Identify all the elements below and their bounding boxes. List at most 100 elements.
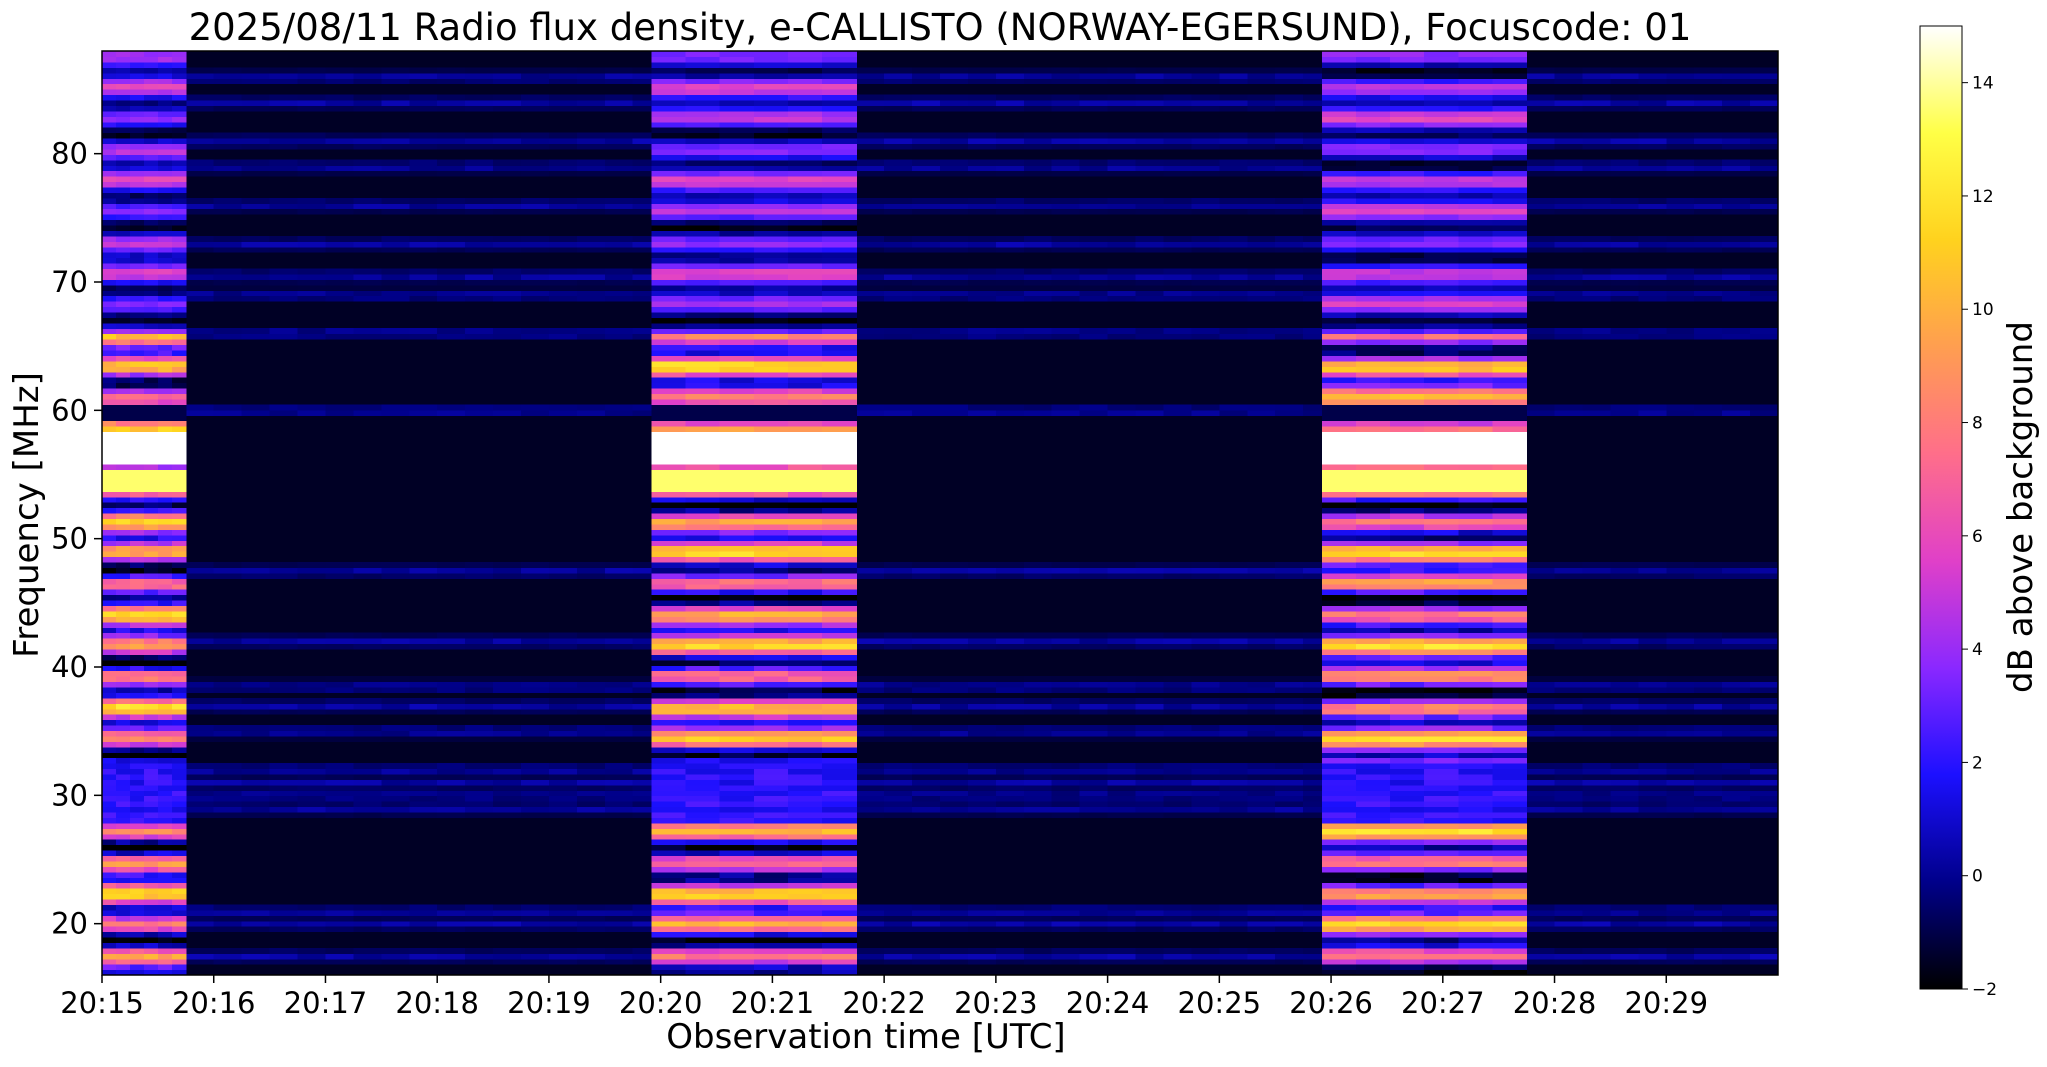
heatmap-cell — [143, 355, 159, 362]
heatmap-cell — [576, 730, 606, 737]
heatmap-cell — [1303, 806, 1332, 813]
heatmap-cell — [967, 643, 997, 650]
heatmap-cell — [787, 349, 823, 356]
heatmap-cell — [1750, 926, 1779, 933]
heatmap-cell — [1135, 409, 1165, 416]
heatmap-cell — [1321, 920, 1357, 927]
heatmap-cell — [856, 328, 885, 335]
heatmap-cell — [884, 958, 913, 965]
heatmap-cell — [651, 898, 687, 905]
heatmap-cell — [115, 290, 131, 297]
heatmap-cell — [940, 268, 969, 275]
heatmap-cell — [912, 708, 941, 715]
heatmap-cell — [1275, 137, 1304, 144]
heatmap-cell — [129, 735, 145, 742]
heatmap-cell — [1355, 230, 1391, 237]
heatmap-cell — [787, 219, 823, 226]
heatmap-cell — [685, 882, 721, 889]
heatmap-cell — [651, 692, 687, 699]
heatmap-cell — [1023, 904, 1053, 911]
heatmap-cell — [157, 768, 173, 775]
heatmap-cell — [884, 279, 913, 286]
heatmap-cell — [1275, 203, 1304, 210]
heatmap-cell — [1135, 681, 1165, 688]
heatmap-cell — [576, 78, 606, 85]
heatmap-cell — [967, 268, 997, 275]
heatmap-cell — [1722, 947, 1751, 954]
heatmap-cell — [102, 936, 117, 943]
heatmap-cell — [685, 393, 721, 400]
heatmap-cell — [1666, 235, 1695, 242]
heatmap-cell — [856, 78, 885, 85]
heatmap-cell — [548, 290, 578, 297]
heatmap-cell — [157, 790, 173, 797]
heatmap-cell — [1554, 632, 1584, 639]
heatmap-cell — [787, 507, 823, 514]
heatmap-cell — [822, 447, 857, 454]
heatmap-cell — [787, 333, 823, 340]
heatmap-cell — [1321, 474, 1357, 481]
heatmap-cell — [437, 404, 466, 411]
heatmap-cell — [1554, 795, 1584, 802]
heatmap-cell — [1051, 279, 1081, 286]
heatmap-cell — [157, 301, 173, 308]
heatmap-cell — [1191, 926, 1220, 933]
heatmap-cell — [409, 67, 438, 74]
heatmap-cell — [1303, 561, 1332, 568]
heatmap-cell — [129, 208, 145, 215]
heatmap-cell — [1051, 203, 1081, 210]
heatmap-cell — [353, 806, 382, 813]
heatmap-cell — [940, 246, 969, 253]
heatmap-cell — [1321, 523, 1357, 530]
heatmap-cell — [171, 518, 187, 525]
heatmap-cell — [548, 708, 578, 715]
heatmap-cell — [884, 235, 913, 242]
heatmap-cell — [1275, 67, 1304, 74]
heatmap-cell — [143, 610, 159, 617]
heatmap-cell — [548, 572, 578, 579]
heatmap-cell — [1554, 697, 1584, 704]
heatmap-cell — [1135, 784, 1165, 791]
heatmap-cell — [1247, 724, 1276, 732]
heatmap-cell — [1107, 958, 1137, 965]
heatmap-cell — [143, 409, 159, 416]
heatmap-cell — [884, 681, 913, 688]
heatmap-cell — [753, 105, 789, 112]
heatmap-cell — [269, 632, 299, 639]
heatmap-cell — [1582, 94, 1611, 101]
heatmap-cell — [1321, 551, 1357, 558]
heatmap-cell — [912, 409, 941, 416]
heatmap-cell — [1526, 763, 1556, 770]
heatmap-cell — [719, 387, 755, 395]
heatmap-cell — [143, 561, 159, 568]
heatmap-cell — [685, 724, 721, 732]
heatmap-cell — [129, 659, 145, 666]
heatmap-cell — [1247, 790, 1276, 797]
heatmap-cell — [753, 735, 789, 742]
heatmap-cell — [143, 502, 159, 509]
heatmap-cell — [115, 464, 131, 471]
heatmap-cell — [822, 273, 857, 280]
heatmap-cell — [1275, 801, 1304, 808]
heatmap-cell — [856, 197, 885, 204]
heatmap-cell — [548, 958, 578, 965]
heatmap-cell — [157, 779, 173, 786]
heatmap-cell — [1582, 105, 1611, 112]
heatmap-cell — [1355, 181, 1391, 188]
heatmap-cell — [171, 605, 187, 612]
heatmap-cell — [1610, 94, 1639, 101]
heatmap-cell — [719, 518, 755, 525]
heatmap-cell — [822, 257, 857, 264]
heatmap-cell — [115, 621, 131, 628]
heatmap-cell — [651, 724, 687, 732]
heatmap-cell — [1582, 137, 1611, 144]
heatmap-cell — [632, 779, 662, 786]
heatmap-cell — [719, 442, 755, 449]
heatmap-cell — [185, 268, 215, 275]
heatmap-cell — [521, 105, 550, 112]
heatmap-cell — [604, 94, 634, 101]
heatmap-cell — [213, 953, 243, 960]
heatmap-cell — [719, 252, 755, 259]
heatmap-cell — [1750, 773, 1779, 780]
heatmap-cell — [884, 137, 913, 144]
